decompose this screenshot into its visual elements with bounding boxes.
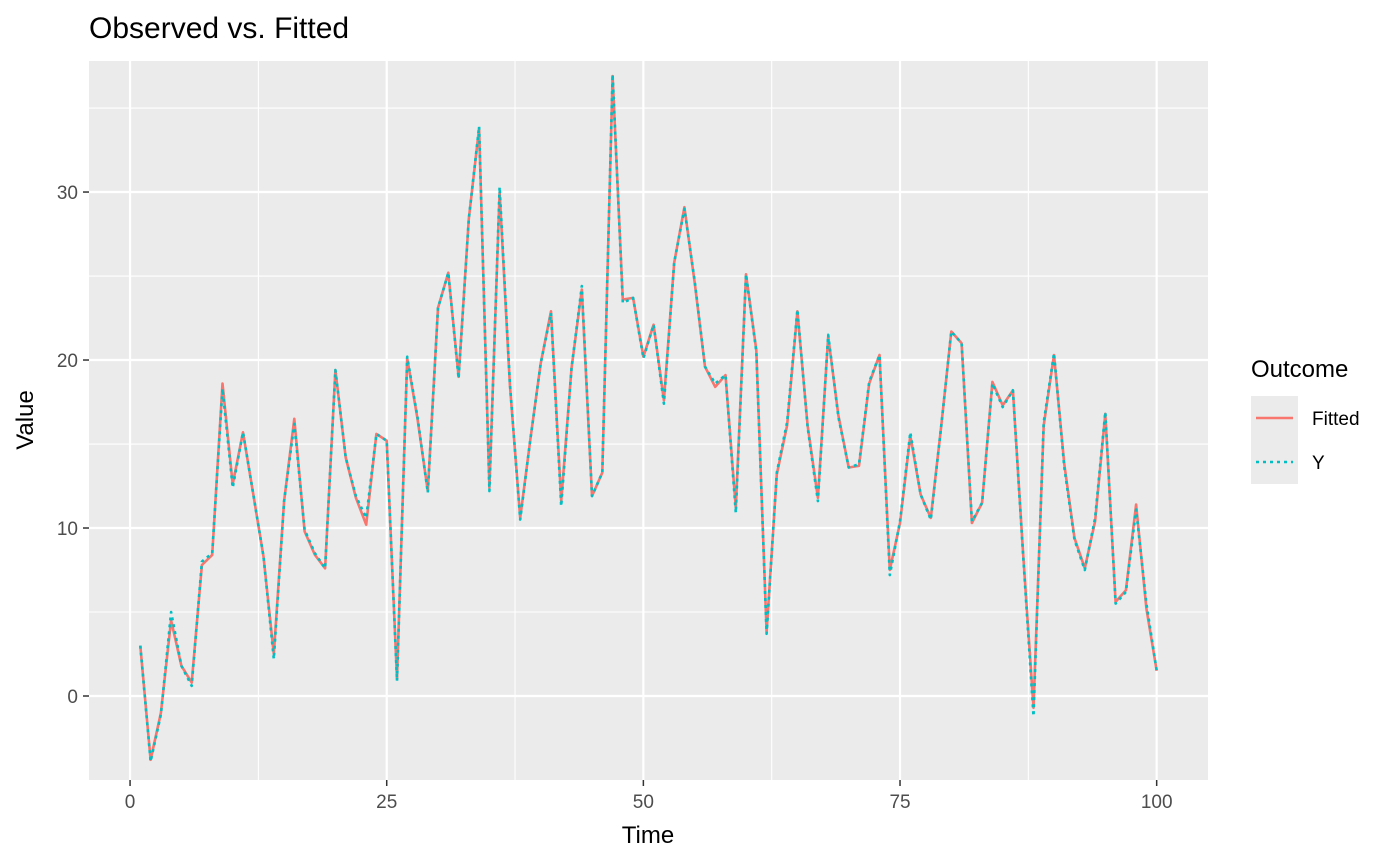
y-tick-label: 0: [67, 687, 78, 708]
y-tick-label: 10: [57, 519, 78, 540]
legend-label-y: Y: [1312, 453, 1325, 474]
legend: Outcome Fitted Y: [1251, 356, 1360, 484]
legend-label-fitted: Fitted: [1312, 409, 1360, 430]
x-tick-label: 50: [633, 792, 654, 813]
x-axis: 0 25 50 75 100: [125, 780, 1173, 813]
x-tick-label: 0: [125, 792, 136, 813]
x-axis-title: Time: [622, 822, 674, 849]
series-layer: [139, 73, 1158, 763]
y-axis-title: Value: [12, 390, 39, 450]
series-line-y: [139, 73, 1158, 763]
x-tick-label: 75: [889, 792, 910, 813]
y-tick-label: 30: [57, 183, 78, 204]
legend-title: Outcome: [1251, 356, 1348, 383]
y-axis: 0 10 20 30: [57, 183, 89, 708]
y-tick-label: 20: [57, 351, 78, 372]
chart-title: Observed vs. Fitted: [89, 12, 349, 45]
x-tick-label: 100: [1141, 792, 1173, 813]
x-tick-label: 25: [376, 792, 397, 813]
plot-panel: [89, 61, 1208, 780]
